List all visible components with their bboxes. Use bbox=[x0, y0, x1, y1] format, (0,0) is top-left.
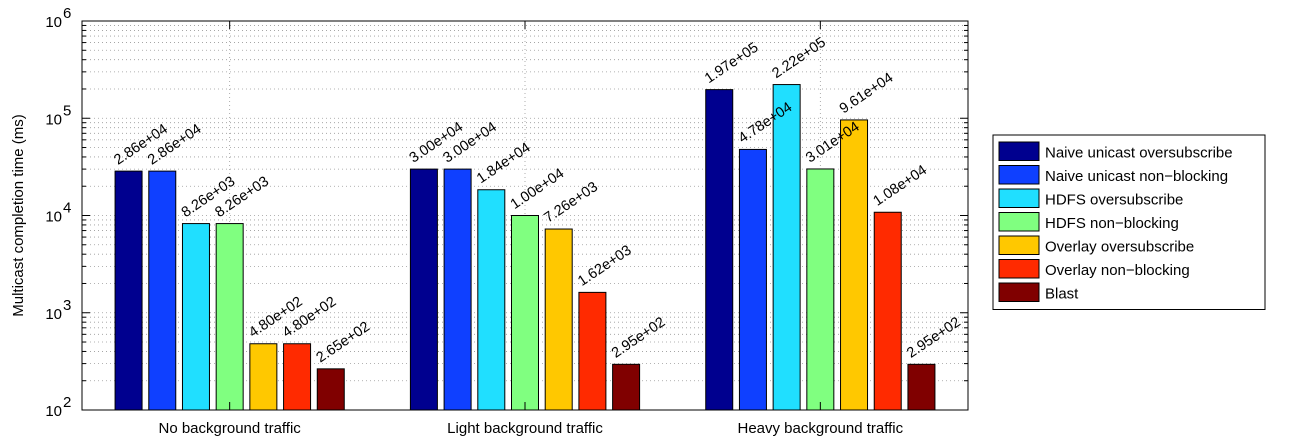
bar bbox=[477, 189, 506, 411]
legend-label: HDFS non−blocking bbox=[1045, 215, 1179, 232]
data-label: 1.84e+04 bbox=[474, 140, 533, 187]
y-tick-label: 10 bbox=[45, 403, 62, 420]
bars bbox=[114, 84, 936, 411]
legend-item: HDFS oversubscribe bbox=[998, 188, 1183, 209]
data-label: 2.22e+05 bbox=[769, 35, 828, 82]
legend-swatch bbox=[998, 259, 1040, 279]
legend-label: Overlay oversubscribe bbox=[1045, 239, 1194, 256]
legend-item: HDFS non−blocking bbox=[998, 212, 1179, 232]
x-category-label: Heavy background traffic bbox=[738, 420, 904, 437]
legend-item: Naive unicast oversubscribe bbox=[998, 141, 1233, 162]
data-label: 2.95e+02 bbox=[609, 314, 668, 361]
bar bbox=[612, 363, 641, 411]
bar bbox=[806, 168, 835, 411]
bar bbox=[772, 84, 801, 411]
legend-label: Naive unicast non−blocking bbox=[1045, 168, 1228, 185]
legend-item: Overlay oversubscribe bbox=[998, 235, 1194, 256]
bar bbox=[215, 223, 244, 411]
bar bbox=[738, 148, 767, 411]
legend: Naive unicast oversubscribe Naive unicast… bbox=[992, 134, 1266, 310]
y-axis-title: Multicast completion time (ms) bbox=[10, 114, 27, 317]
bar bbox=[873, 211, 902, 411]
y-tick-exponent: 6 bbox=[63, 5, 71, 22]
bar bbox=[114, 170, 143, 411]
bar bbox=[249, 343, 278, 411]
bar bbox=[283, 343, 312, 411]
legend-label: Overlay non−blocking bbox=[1045, 262, 1190, 279]
legend-swatch bbox=[998, 235, 1040, 255]
bar bbox=[409, 168, 438, 411]
bar bbox=[181, 223, 210, 411]
legend-item: Blast bbox=[998, 282, 1079, 303]
legend-swatch bbox=[998, 212, 1040, 232]
bar bbox=[840, 119, 869, 411]
legend-label: HDFS oversubscribe bbox=[1045, 192, 1183, 209]
legend-swatch bbox=[998, 188, 1040, 208]
bar bbox=[907, 363, 936, 411]
bar bbox=[544, 228, 573, 411]
legend-swatch bbox=[998, 282, 1040, 302]
bar bbox=[705, 89, 734, 411]
x-category-label: No background traffic bbox=[159, 420, 302, 437]
legend-swatch bbox=[998, 141, 1040, 161]
data-label: 1.97e+05 bbox=[702, 40, 761, 87]
y-tick-exponent: 5 bbox=[63, 102, 71, 119]
legend-label: Naive unicast oversubscribe bbox=[1045, 145, 1233, 162]
y-tick-exponent: 4 bbox=[63, 200, 71, 217]
y-tick-exponent: 2 bbox=[63, 394, 71, 411]
bar bbox=[148, 170, 177, 411]
data-label: 2.65e+02 bbox=[314, 319, 373, 366]
bar bbox=[316, 368, 345, 411]
y-tick-label: 10 bbox=[45, 111, 62, 128]
legend-label: Blast bbox=[1045, 286, 1079, 303]
y-tick-label: 10 bbox=[45, 209, 62, 226]
y-tick-label: 10 bbox=[45, 306, 62, 323]
data-label: 9.61e+04 bbox=[837, 70, 896, 117]
data-label: 1.62e+03 bbox=[575, 242, 634, 289]
bar bbox=[511, 215, 539, 411]
legend-item: Overlay non−blocking bbox=[998, 259, 1190, 279]
bar bbox=[443, 168, 472, 411]
y-tick-exponent: 3 bbox=[63, 297, 71, 314]
legend-swatch bbox=[998, 165, 1040, 185]
bar bbox=[578, 291, 607, 411]
data-label: 2.95e+02 bbox=[904, 314, 963, 361]
data-label: 1.08e+04 bbox=[871, 162, 930, 209]
y-tick-label: 10 bbox=[45, 14, 62, 31]
legend-item: Naive unicast non−blocking bbox=[998, 165, 1228, 185]
x-category-label: Light background traffic bbox=[447, 420, 603, 437]
